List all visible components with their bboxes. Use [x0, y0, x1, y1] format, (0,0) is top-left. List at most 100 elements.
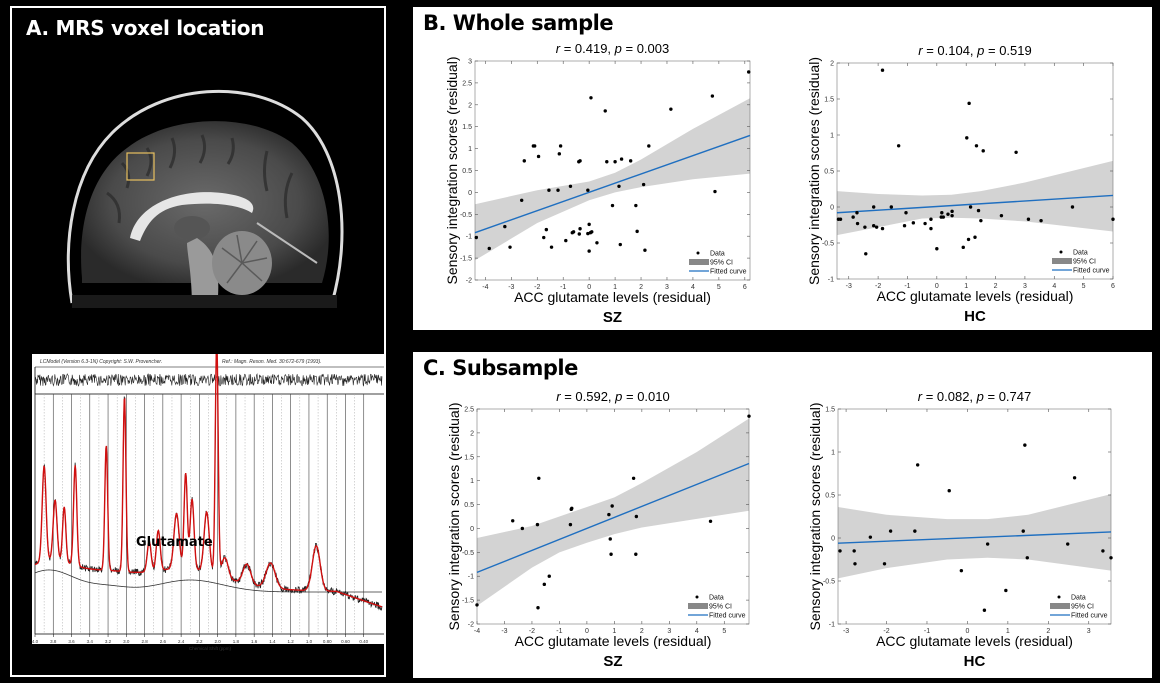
data-point: [1004, 588, 1008, 593]
data-point: [896, 144, 901, 148]
legend-ci-swatch: [1050, 603, 1070, 609]
x-tick-label: -3: [501, 628, 507, 635]
data-point: [610, 504, 614, 508]
data-point: [1101, 549, 1105, 553]
y-tick-label: 3: [468, 59, 472, 66]
data-point: [747, 414, 751, 418]
spectrum-background: [32, 354, 384, 644]
data-point: [603, 109, 607, 113]
legend-ci-label: 95% CI: [1073, 259, 1096, 266]
data-point: [968, 205, 973, 209]
spectrum-x-ticks: 4.0 3.8 3.6 3.4 3.2 3.0 2.8 2.6 2.4 2.2 2.0 1.8 1.6 1…: [32, 634, 369, 644]
r-value: = 0.419,: [560, 41, 615, 56]
data-point: [1072, 476, 1077, 480]
data-point: [537, 476, 541, 480]
y-tick-label: -2: [468, 622, 474, 629]
x-tick-label: 5: [722, 628, 726, 635]
data-point: [586, 231, 590, 236]
spectrum-tick-label: 3.6: [68, 639, 75, 644]
stat-title: r = 0.592, p = 0.010: [556, 389, 670, 404]
data-point: [519, 198, 524, 202]
y-tick-label: -0.5: [823, 579, 835, 586]
data-point: [607, 512, 611, 517]
data-point: [522, 159, 526, 163]
x-tick-label: 0: [585, 628, 589, 635]
x-tick-label: 6: [1111, 283, 1115, 290]
data-point: [587, 222, 591, 227]
data-point: [911, 221, 916, 225]
x-tick-label: 4: [1052, 283, 1056, 290]
data-point: [475, 603, 479, 607]
y-tick-label: 1: [470, 478, 474, 485]
spectrum-tick-label: 2.4: [178, 639, 185, 644]
x-tick-label: -1: [556, 628, 562, 635]
y-tick-label: -1.5: [460, 256, 472, 263]
y-tick-label: 0.5: [462, 168, 472, 175]
y-tick-label: -1.5: [462, 598, 474, 605]
data-point: [966, 237, 971, 242]
spectrum-tick-label: 4.0: [32, 639, 39, 644]
data-point: [503, 224, 507, 229]
data-point: [868, 535, 873, 539]
data-point: [619, 157, 624, 161]
data-point: [618, 242, 622, 247]
p-symbol: p: [976, 389, 984, 404]
panel-c-title: C. Subsample: [423, 356, 578, 380]
y-tick-label: 0.5: [464, 502, 474, 509]
y-tick-label: -0.5: [822, 241, 834, 248]
data-point: [1066, 542, 1070, 546]
x-tick-label: 4: [691, 284, 695, 291]
legend-ci-swatch: [688, 603, 708, 609]
data-point: [549, 245, 554, 249]
panel-a-mrs-voxel: A. MRS voxel location: [10, 6, 386, 677]
data-point: [547, 188, 551, 192]
x-tick-label: -2: [534, 284, 540, 291]
data-point: [605, 160, 609, 164]
fitted-line: [476, 462, 750, 574]
x-tick-label: -1: [904, 283, 910, 290]
data-point: [595, 241, 599, 245]
data-point: [872, 224, 876, 228]
data-point: [965, 136, 969, 140]
fitted-line: [836, 194, 1114, 214]
data-point: [979, 218, 983, 223]
p-value: = 0.519: [984, 43, 1031, 58]
data-point: [542, 582, 547, 587]
data-point: [999, 213, 1004, 218]
x-tick-label: -2: [529, 628, 535, 635]
data-point: [950, 209, 954, 214]
y-axis-label: Sensory integration scores (residual): [446, 403, 462, 631]
data-point: [641, 182, 646, 187]
y-tick-label: 1: [468, 146, 472, 153]
data-point: [710, 94, 715, 98]
y-tick-label: 1.5: [824, 97, 834, 104]
data-point: [556, 188, 560, 192]
x-axis-label: ACC glutamate levels (residual): [515, 633, 712, 649]
legend-ci-swatch: [689, 259, 709, 265]
x-tick-label: 2: [639, 284, 643, 291]
data-point: [669, 107, 673, 111]
p-symbol: p: [614, 41, 622, 56]
data-point: [981, 149, 985, 153]
x-tick-label: 2: [994, 283, 998, 290]
panel-a-title: A. MRS voxel location: [26, 16, 265, 40]
data-point: [558, 144, 563, 148]
ci-band: [838, 494, 1111, 579]
data-point: [557, 152, 562, 156]
data-point: [947, 489, 951, 493]
data-point: [838, 217, 843, 221]
chart-c-sz: -4 -3 -2 -1 0 1 2 3 4 5 -2 -1.5 -1 -0.5 0 0.5 1 1.5 2 2.5 r …: [446, 389, 751, 670]
data-point: [634, 552, 638, 556]
axes-box: [836, 62, 1114, 280]
spectrum-tick-label: 3.0: [123, 639, 130, 644]
voxel-box: [126, 152, 155, 181]
data-point: [634, 514, 639, 519]
data-point: [940, 211, 944, 215]
y-axis-label: Sensory integration scores (residual): [444, 57, 460, 285]
axes-box: [476, 408, 750, 625]
spectrum-tick-label: 1.8: [233, 639, 240, 644]
data-point: [520, 526, 525, 531]
y-tick-label: 0: [830, 205, 834, 212]
data-point: [617, 184, 621, 188]
